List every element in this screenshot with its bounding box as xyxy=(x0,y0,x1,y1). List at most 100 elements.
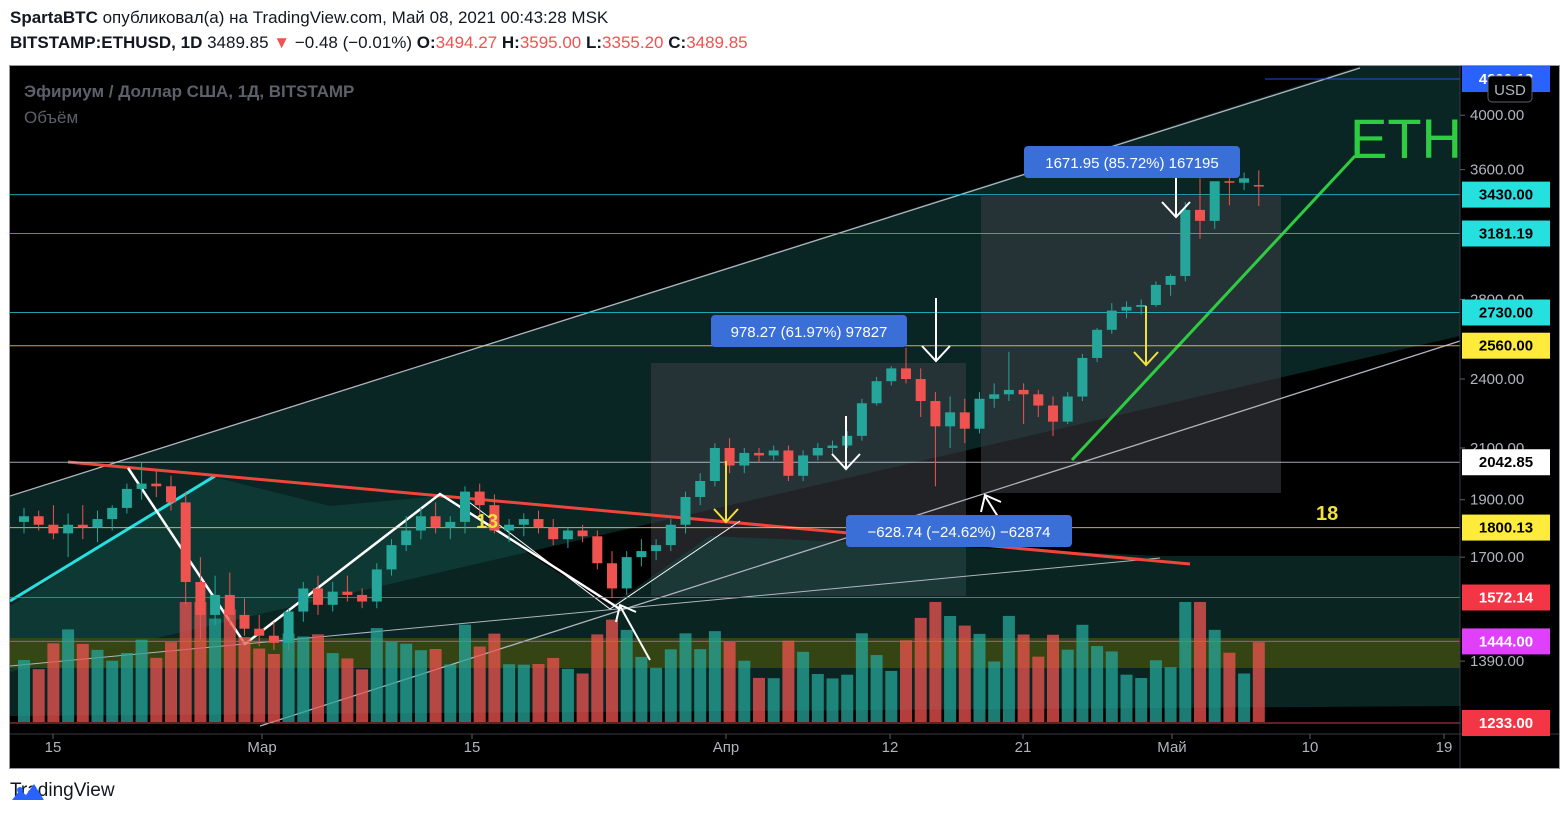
open-label: O: xyxy=(416,33,436,52)
candle-body xyxy=(945,412,956,427)
volume-bar xyxy=(591,634,604,722)
volume-bar xyxy=(1194,602,1206,722)
price-label-text: 3181.19 xyxy=(1479,226,1533,243)
time-axis[interactable]: 15 Мар 15 Апр 12 21 Май 10 19 xyxy=(45,734,1453,756)
time-tick-label: 10 xyxy=(1302,739,1319,756)
candle-body xyxy=(1048,405,1058,422)
candle-body xyxy=(1209,181,1220,221)
candle-body xyxy=(180,502,191,583)
price-chart[interactable]: 4000.003600.002800.002400.002100.001900.… xyxy=(10,66,1559,768)
candle-body xyxy=(298,588,309,612)
candle-body xyxy=(357,594,368,602)
volume-bar xyxy=(297,636,310,722)
candle-body xyxy=(754,452,764,456)
volume-bar xyxy=(91,649,104,722)
volume-bar xyxy=(723,641,736,722)
volume-bar xyxy=(444,664,457,722)
arrow-down-icon xyxy=(713,461,739,524)
yellow-arrows xyxy=(713,306,1159,524)
legend-volume: Объём xyxy=(24,108,78,127)
volume-bar xyxy=(708,631,721,722)
volume-bar xyxy=(165,642,177,722)
high-value: 3595.00 xyxy=(519,33,582,52)
candle-body xyxy=(1062,396,1073,422)
channel-upper-line xyxy=(10,67,1361,497)
price-tick-label: 2400.00 xyxy=(1470,371,1524,388)
volume-bar xyxy=(179,602,192,722)
candle-body xyxy=(254,628,265,636)
candle-body xyxy=(1239,178,1250,183)
candle-body xyxy=(504,524,515,531)
candle-body xyxy=(709,447,720,482)
volume-bar xyxy=(414,650,427,722)
measure-zone-2 xyxy=(981,196,1281,493)
candle-body xyxy=(1180,209,1191,276)
cyan-trendline xyxy=(10,474,216,603)
volume-bar xyxy=(973,633,986,722)
candle-body xyxy=(1077,357,1088,397)
volume-bar xyxy=(1091,646,1104,722)
volume-bar xyxy=(1238,673,1251,722)
volume-bar xyxy=(1032,656,1045,722)
candle-body xyxy=(33,516,44,525)
author-name[interactable]: SpartaBTC xyxy=(10,8,98,27)
volume-bar xyxy=(282,633,295,722)
candle-body xyxy=(1121,306,1132,311)
tradingview-logo-icon[interactable] xyxy=(10,780,46,804)
price-label-text: 3430.00 xyxy=(1479,187,1533,204)
volume-bar xyxy=(488,633,501,722)
candle-body xyxy=(430,516,441,528)
volume-bar xyxy=(1061,649,1074,722)
candle-body xyxy=(915,379,926,402)
volume-bar xyxy=(1076,624,1089,722)
candle-body xyxy=(489,505,500,531)
candle-body xyxy=(224,594,235,615)
arrow-down-icon xyxy=(1133,306,1159,367)
price-label-text: 2042.85 xyxy=(1479,454,1533,471)
measure-text-1: 1671.95 (85.72%) 167195 xyxy=(1045,155,1218,172)
candle-body xyxy=(401,530,412,546)
volume-bar xyxy=(1047,634,1059,722)
candle-body xyxy=(107,507,118,520)
volume-bar xyxy=(929,602,942,722)
candle-body xyxy=(886,368,897,382)
chart-area[interactable]: 4000.003600.002800.002400.002100.001900.… xyxy=(9,65,1560,769)
volume-bar xyxy=(797,651,810,722)
volume-bar xyxy=(385,641,398,722)
time-tick-label: Мар xyxy=(247,739,276,756)
volume-bars xyxy=(18,602,1265,722)
candle-body xyxy=(415,516,426,531)
volume-bar xyxy=(47,643,60,722)
candle-body xyxy=(445,521,456,528)
volume-bar xyxy=(1179,602,1192,722)
candle-body xyxy=(327,591,338,605)
candle-body xyxy=(974,398,985,429)
candle-body xyxy=(386,545,397,570)
volume-bar xyxy=(503,664,516,722)
candle-body xyxy=(313,588,323,605)
measure-text-2: 978.27 (61.97%) 97827 xyxy=(731,324,888,341)
high-label: H: xyxy=(501,33,520,52)
time-tick-label: 15 xyxy=(45,739,62,756)
time-tick-label: 15 xyxy=(464,739,481,756)
candle-body xyxy=(562,530,573,540)
time-tick-label: 12 xyxy=(882,739,899,756)
price-label-text: 1800.13 xyxy=(1479,520,1533,537)
volume-bar xyxy=(1208,629,1221,722)
currency-button-frame[interactable] xyxy=(1487,75,1533,103)
volume-bar xyxy=(356,669,369,722)
volume-bar xyxy=(150,657,163,722)
candle-body xyxy=(680,496,691,525)
candle-body xyxy=(1106,310,1117,330)
volume-bar xyxy=(826,678,839,722)
volume-bar xyxy=(664,649,677,722)
price-label-text: 1572.14 xyxy=(1479,590,1534,607)
publish-info: SpartaBTC опубликовал(а) на TradingView.… xyxy=(10,8,608,28)
volume-bar xyxy=(267,654,280,722)
candle-body xyxy=(1253,185,1264,187)
candle-body xyxy=(783,450,794,476)
low-label: L: xyxy=(586,33,603,52)
currency-button[interactable]: USD xyxy=(1494,82,1526,99)
candle-body xyxy=(1150,284,1161,305)
candle-body xyxy=(518,519,529,525)
